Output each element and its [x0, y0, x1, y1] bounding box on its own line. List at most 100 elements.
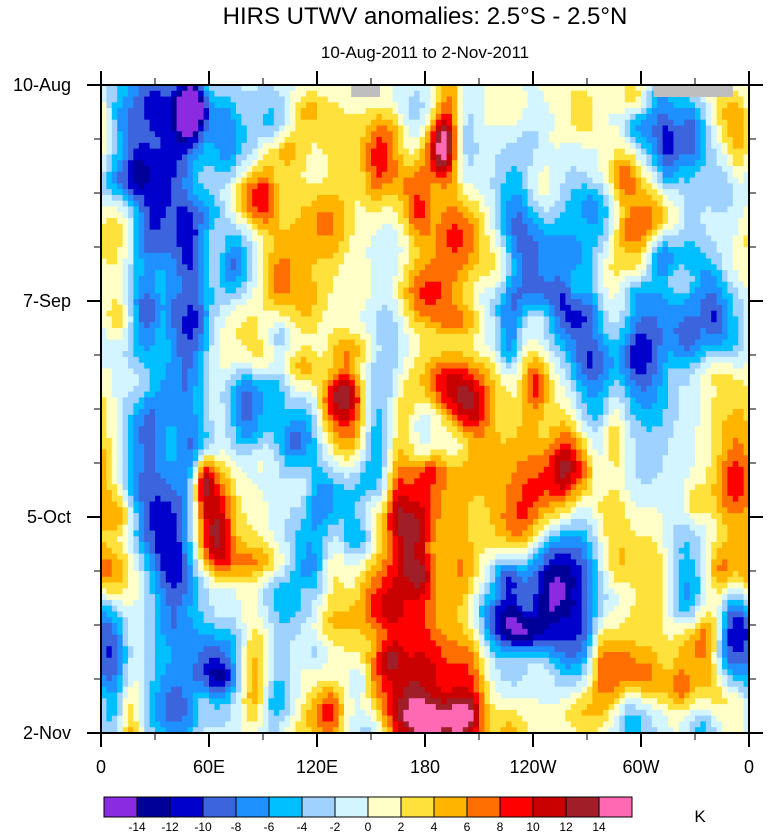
anomaly-cell	[187, 177, 194, 184]
anomaly-cell	[441, 270, 448, 277]
anomaly-cell	[657, 293, 664, 300]
anomaly-cell	[225, 125, 232, 132]
anomaly-cell	[500, 316, 507, 323]
anomaly-cell	[144, 90, 151, 98]
anomaly-cell	[106, 166, 113, 173]
anomaly-cell	[430, 322, 437, 329]
anomaly-cell	[689, 171, 696, 179]
anomaly-cell	[284, 119, 291, 127]
anomaly-cell	[392, 108, 399, 115]
anomaly-cell	[354, 322, 361, 329]
anomaly-cell	[387, 137, 394, 144]
anomaly-cell	[225, 189, 232, 196]
anomaly-cell	[543, 131, 550, 138]
anomaly-cell	[182, 247, 188, 254]
anomaly-cell	[387, 189, 394, 196]
anomaly-cell	[489, 293, 496, 300]
anomaly-cell	[468, 252, 475, 260]
anomaly-cell	[192, 166, 199, 173]
anomaly-cell	[425, 218, 431, 225]
anomaly-cell	[160, 275, 167, 283]
anomaly-cell	[678, 154, 685, 161]
anomaly-cell	[560, 275, 566, 283]
anomaly-cell	[365, 119, 372, 127]
anomaly-cell	[565, 275, 572, 283]
anomaly-cell	[106, 90, 113, 98]
anomaly-cell	[668, 189, 674, 196]
anomaly-cell	[441, 223, 448, 231]
anomaly-cell	[349, 287, 356, 294]
anomaly-cell	[446, 235, 453, 242]
anomaly-cell	[144, 247, 151, 254]
anomaly-cell	[214, 142, 221, 150]
anomaly-cell	[500, 310, 507, 318]
anomaly-cell	[619, 241, 626, 248]
anomaly-cell	[506, 218, 512, 225]
anomaly-cell	[495, 223, 502, 231]
anomaly-cell	[241, 102, 248, 109]
anomaly-cell	[311, 218, 318, 225]
anomaly-cell	[597, 287, 604, 294]
anomaly-cell	[516, 137, 523, 144]
anomaly-cell	[171, 177, 178, 184]
anomaly-cell	[230, 171, 237, 179]
anomaly-cell	[495, 96, 502, 103]
anomaly-cell	[425, 160, 431, 167]
anomaly-cell	[101, 148, 107, 156]
anomaly-cell	[587, 119, 593, 127]
anomaly-cell	[576, 160, 583, 167]
anomaly-cell	[743, 304, 749, 312]
anomaly-cell	[387, 183, 394, 190]
anomaly-cell	[479, 108, 485, 115]
anomaly-cell	[425, 154, 431, 161]
anomaly-cell	[662, 235, 669, 242]
anomaly-cell	[462, 264, 469, 271]
anomaly-cell	[182, 90, 188, 98]
anomaly-cell	[160, 137, 167, 144]
anomaly-cell	[484, 154, 491, 161]
anomaly-cell	[597, 125, 604, 132]
anomaly-cell	[403, 270, 410, 277]
anomaly-cell	[171, 281, 178, 289]
anomaly-cell	[284, 264, 291, 271]
anomaly-cell	[414, 108, 421, 115]
anomaly-cell	[592, 200, 599, 208]
anomaly-cell	[657, 125, 664, 132]
anomaly-cell	[495, 264, 502, 271]
anomaly-cell	[722, 264, 728, 271]
anomaly-cell	[522, 264, 529, 271]
anomaly-cell	[684, 218, 691, 225]
anomaly-cell	[738, 142, 745, 150]
anomaly-cell	[435, 131, 442, 138]
anomaly-cell	[273, 189, 280, 196]
anomaly-cell	[473, 85, 480, 92]
anomaly-cell	[279, 142, 286, 150]
anomaly-cell	[641, 177, 647, 184]
anomaly-cell	[614, 142, 620, 150]
anomaly-cell	[182, 218, 188, 225]
anomaly-cell	[516, 119, 523, 127]
anomaly-cell	[360, 148, 367, 156]
anomaly-cell	[317, 281, 323, 289]
anomaly-cell	[608, 264, 615, 271]
anomaly-cell	[614, 119, 620, 127]
anomaly-cell	[516, 189, 523, 196]
anomaly-cell	[576, 113, 583, 121]
anomaly-cell	[441, 154, 448, 161]
anomaly-cell	[597, 194, 604, 202]
anomaly-cell	[635, 218, 642, 225]
anomaly-cell	[133, 223, 140, 231]
anomaly-cell	[543, 90, 550, 98]
anomaly-cell	[614, 293, 620, 300]
anomaly-cell	[581, 235, 588, 242]
anomaly-cell	[560, 189, 566, 196]
anomaly-cell	[522, 270, 529, 277]
anomaly-cell	[111, 316, 118, 323]
anomaly-cell	[684, 166, 691, 173]
anomaly-cell	[592, 229, 599, 237]
anomaly-cell	[263, 177, 269, 184]
anomaly-cell	[268, 310, 275, 318]
anomaly-cell	[268, 275, 275, 283]
anomaly-cell	[219, 125, 226, 132]
anomaly-cell	[101, 85, 107, 92]
